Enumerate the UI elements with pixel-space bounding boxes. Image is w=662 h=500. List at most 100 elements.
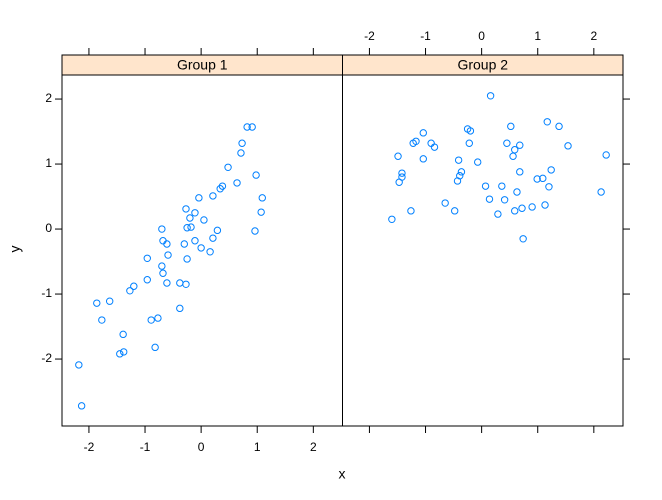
point (602, 151, 610, 159)
point (503, 139, 511, 147)
point (163, 240, 171, 248)
point (209, 234, 217, 242)
point (465, 139, 473, 147)
point (519, 235, 527, 243)
point (93, 299, 101, 307)
point (441, 199, 449, 207)
point (164, 251, 172, 259)
point (243, 123, 251, 131)
point (182, 205, 190, 213)
point (191, 209, 199, 217)
point (597, 188, 605, 196)
point (119, 330, 127, 339)
x-tick-label: -2 (84, 440, 95, 454)
point (75, 361, 83, 369)
point (180, 240, 188, 248)
point (237, 149, 245, 157)
point (541, 201, 549, 209)
point (182, 280, 190, 288)
point (163, 279, 171, 287)
point (126, 287, 134, 295)
point (419, 129, 427, 137)
y-tick-label: 1 (45, 156, 52, 170)
point (248, 123, 256, 131)
point (209, 192, 217, 200)
point (105, 297, 114, 305)
point (176, 304, 184, 313)
point (486, 92, 495, 100)
point (143, 254, 151, 262)
point (224, 163, 232, 172)
point (151, 343, 159, 352)
y-tick-label: 2 (45, 91, 52, 105)
point (213, 226, 222, 235)
point (98, 316, 106, 324)
x-axis-label: x (339, 466, 346, 482)
point (407, 207, 415, 215)
x-tick-label: 1 (534, 29, 541, 43)
point (398, 169, 406, 177)
point (509, 152, 517, 160)
point (116, 350, 124, 358)
point (513, 188, 521, 196)
point (252, 171, 260, 179)
y-axis-label: y (7, 246, 23, 253)
strip-label: Group 1 (177, 57, 228, 73)
point (474, 158, 482, 166)
x-tick-label: -1 (140, 440, 151, 454)
point (147, 316, 155, 324)
point (518, 204, 526, 212)
point (388, 215, 396, 224)
point (498, 182, 506, 190)
point (451, 207, 459, 215)
point (454, 156, 463, 164)
y-tick-label: 0 (45, 221, 52, 235)
point (158, 262, 166, 270)
point (511, 146, 519, 154)
point (500, 196, 509, 204)
x-tick-label: 1 (254, 440, 261, 454)
point (130, 282, 138, 290)
point (481, 182, 490, 190)
point (547, 166, 555, 174)
point (187, 223, 195, 231)
point (183, 255, 191, 263)
point (398, 173, 406, 181)
point (186, 214, 194, 222)
point (419, 155, 427, 163)
point (507, 122, 515, 131)
point (120, 348, 128, 356)
point (412, 137, 420, 146)
point (394, 152, 402, 160)
point (528, 203, 536, 211)
y-tick-label: -2 (41, 351, 52, 365)
point (543, 118, 551, 126)
point (516, 141, 524, 149)
point (143, 276, 151, 284)
point (539, 174, 547, 183)
point (206, 248, 214, 256)
x-tick-label: -1 (420, 29, 431, 43)
point (457, 168, 466, 176)
point (258, 194, 266, 202)
point (251, 227, 259, 235)
y-tick-label: -1 (41, 286, 52, 300)
point (466, 127, 475, 135)
x-tick-label: 0 (478, 29, 485, 43)
point (555, 122, 563, 131)
point (456, 172, 464, 180)
point (183, 224, 191, 232)
point (564, 142, 572, 150)
point (430, 143, 439, 151)
point (233, 179, 241, 187)
point (257, 208, 265, 216)
point (197, 244, 205, 252)
point (200, 216, 208, 224)
point (218, 182, 227, 190)
point (158, 225, 166, 233)
x-tick-label: 2 (590, 29, 597, 43)
x-tick-label: 2 (310, 440, 317, 454)
point (159, 269, 167, 277)
